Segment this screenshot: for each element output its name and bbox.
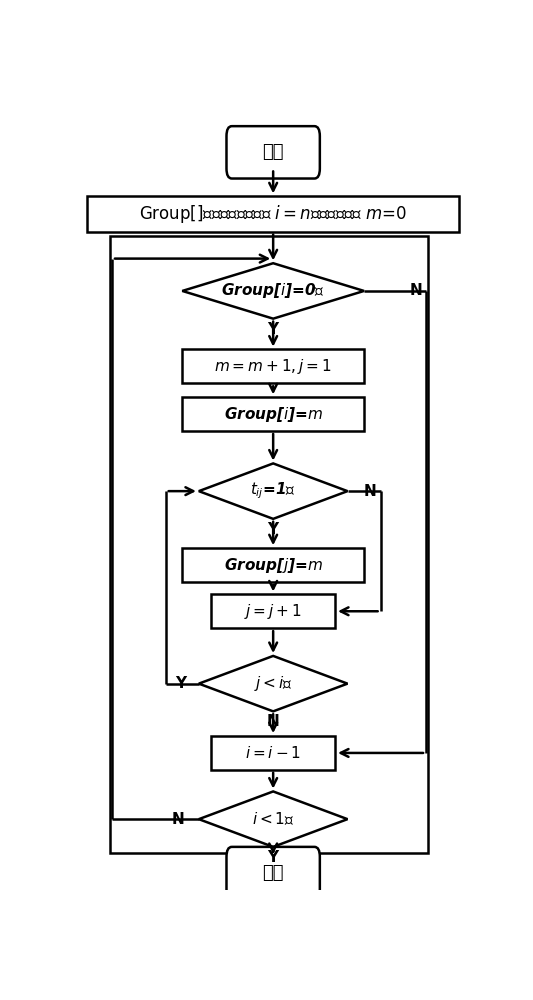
Bar xyxy=(110,235,428,853)
Text: $j<i$？: $j<i$？ xyxy=(254,674,293,693)
Bar xyxy=(182,349,364,383)
Polygon shape xyxy=(199,791,348,847)
Text: $m=m+1,j=1$: $m=m+1,j=1$ xyxy=(214,357,332,376)
Text: Group[$i$]=0？: Group[$i$]=0？ xyxy=(221,281,325,300)
Text: $i<1$？: $i<1$？ xyxy=(252,811,294,828)
Text: Group[$i$]=$m$: Group[$i$]=$m$ xyxy=(224,405,322,424)
Text: Y: Y xyxy=(268,322,279,337)
Bar xyxy=(211,736,335,770)
Polygon shape xyxy=(182,263,364,319)
Text: 开始: 开始 xyxy=(262,143,284,161)
FancyBboxPatch shape xyxy=(227,126,320,179)
Polygon shape xyxy=(199,463,348,519)
Text: N: N xyxy=(267,714,279,729)
Text: Y: Y xyxy=(268,522,279,537)
Text: $t_{ij}$=1？: $t_{ij}$=1？ xyxy=(251,481,296,501)
Bar xyxy=(182,548,364,582)
Text: N: N xyxy=(172,812,184,827)
Text: 结束: 结束 xyxy=(262,864,284,882)
Bar xyxy=(211,594,335,628)
Text: Group[]数组清零，节点号 $i=n$，连通子图号 $m$=0: Group[]数组清零，节点号 $i=n$，连通子图号 $m$=0 xyxy=(139,203,407,225)
Text: $j=j+1$: $j=j+1$ xyxy=(244,602,302,621)
Text: Group[$j$]=$m$: Group[$j$]=$m$ xyxy=(224,556,322,575)
FancyBboxPatch shape xyxy=(227,847,320,899)
Text: N: N xyxy=(409,283,422,298)
Text: $i=i-1$: $i=i-1$ xyxy=(245,745,301,761)
Text: N: N xyxy=(364,484,377,499)
Text: Y: Y xyxy=(175,676,187,691)
Polygon shape xyxy=(199,656,348,711)
Text: Y: Y xyxy=(268,850,279,865)
Bar xyxy=(182,397,364,431)
Bar xyxy=(87,196,459,232)
